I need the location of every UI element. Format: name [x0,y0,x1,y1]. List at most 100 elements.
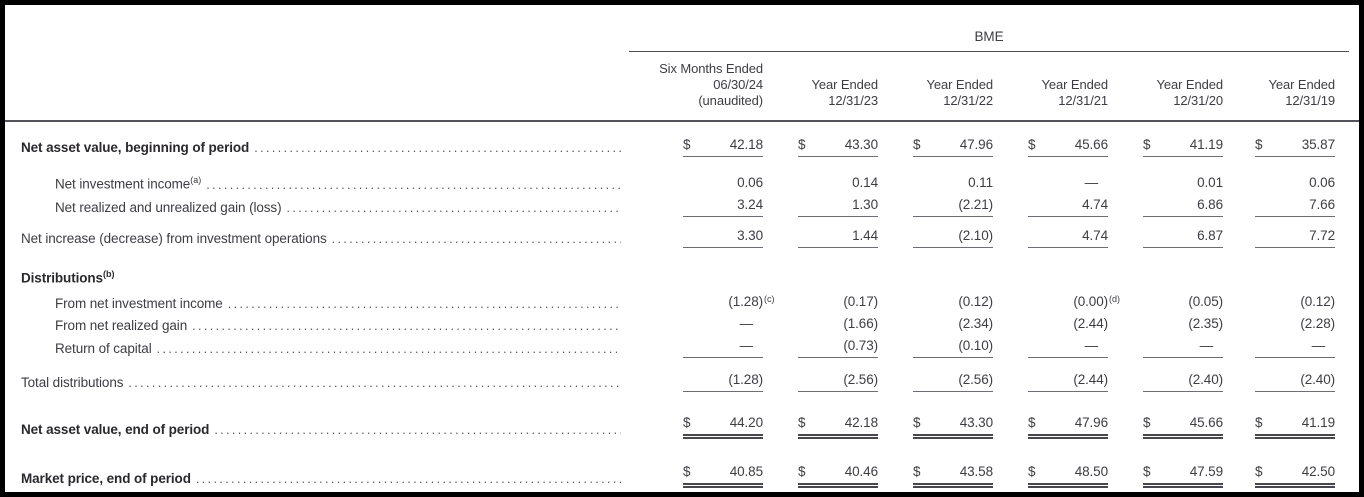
cell-value: (0.10) [958,338,993,353]
row-label-text: Net investment income(a) [55,175,202,192]
dot-leader [332,230,621,248]
table-row: Net asset value, end of period$44.20$42.… [17,414,1349,439]
table-row: Net investment income(a)0.060.140.11—0.0… [17,171,1349,194]
value-cell: 3.24 [629,196,763,217]
row-label-text: Distributions(b) [21,268,115,286]
value-cell: — [993,337,1108,358]
cell-value: 45.66 [1189,415,1223,430]
value-box: 3.24 [683,196,763,217]
value-cell: 0.06 [1223,174,1335,194]
value-box: — [1028,337,1108,358]
column-header: Year Ended 12/31/19 [1223,77,1336,109]
value-box: (1.28) [683,371,763,392]
cell-value: (2.56) [843,372,878,387]
value-box: (0.17) [798,293,878,313]
value-cell: — [993,174,1108,194]
table-row: Return of capital — (0.73) (0.10) — — — [17,337,1349,358]
value-box: $43.30 [913,414,993,439]
cell-value: — [1084,338,1099,353]
value-box: 7.66 [1255,196,1335,217]
dollar-sign: $ [1255,464,1263,479]
cell-value: (0.05) [1188,294,1223,309]
value-cell: (0.12) [878,293,993,313]
table-row: Net asset value, beginning of period $42.… [17,136,1349,157]
cell-value: 3.30 [737,227,763,243]
value-box: $41.19 [1255,414,1335,439]
value-cell: $41.19 [1108,136,1223,157]
value-cell: 7.66 [1223,196,1335,217]
dollar-sign: $ [1028,415,1036,430]
value-box: (2.35) [1143,315,1223,335]
value-cell: $40.46 [763,463,878,488]
value-box: $40.46 [798,463,878,488]
value-cell: (0.10) [878,337,993,358]
value-cell: $42.50 [1223,463,1335,488]
row-cells: 0.06 0.14 0.11 — 0.01 0.06 [629,174,1349,194]
cell-value: (2.44) [1073,372,1108,387]
column-header: Year Ended 12/31/21 [993,77,1109,109]
dollar-sign: $ [913,415,921,430]
value-cell: (1.66) [763,315,878,335]
column-header-line: 12/31/20 [1173,93,1223,108]
value-box: 1.44 [798,227,878,248]
value-cell: (2.10) [878,227,993,248]
value-cell: 7.72 [1223,227,1335,248]
dollar-sign: $ [798,464,806,479]
data-column-region: BME Six Months Ended 06/30/24 (unaudited) Y… [629,29,1349,120]
value-box [683,285,763,287]
value-box: 0.14 [798,174,878,194]
value-box: 4.74 [1028,227,1108,248]
value-cell: 1.30 [763,196,878,217]
table-row: From net investment income (1.28)(c) (0.17… [17,293,1349,313]
row-cells: $44.20 $42.18 $43.30 $47.96 $45.66 $41.19 [629,414,1349,439]
cell-value: — [1084,174,1099,190]
table-row: From net realized gain — (1.66) (2.34) (2.44… [17,315,1349,335]
value-box: (2.44) [1028,315,1108,335]
dot-leader [228,295,621,313]
cell-value: — [1311,338,1326,353]
value-box: (2.40) [1143,371,1223,392]
table-row: Distributions(b) [17,265,1349,288]
value-cell: (1.28) (c) [629,293,774,313]
cell-value: 0.06 [1309,174,1335,190]
value-box: (2.56) [913,371,993,392]
value-box: (2.44) [1028,371,1108,392]
value-box: (0.73) [798,337,878,358]
cell-value: (1.28) [728,372,763,387]
cell-value: 40.46 [844,464,878,479]
dollar-sign: $ [1143,137,1151,152]
column-header: Year Ended 12/31/20 [1108,77,1224,109]
row-label: Net realized and unrealized gain (loss) [17,199,629,217]
footnote-marker: (b) [102,268,115,279]
value-box: (2.21) [913,196,993,217]
table-row: Market price, end of period$40.85$40.46$… [17,463,1349,488]
value-cell: (2.35) [1108,315,1223,335]
dollar-sign: $ [683,415,691,430]
cell-value: (2.40) [1188,372,1223,387]
label-column-spacer [17,29,629,120]
cell-value: (0.12) [1300,294,1335,309]
table-header: BME Six Months Ended 06/30/24 (unaudited) Y… [17,29,1359,120]
column-header-line: 06/30/24 [713,77,763,92]
value-cell [1108,285,1223,287]
column-header: Six Months Ended 06/30/24 (unaudited) [629,61,763,109]
dot-leader [192,317,621,335]
value-cell: $43.30 [763,136,878,157]
cell-value: — [739,316,754,331]
row-label-text: From net realized gain [55,318,188,333]
value-box: $43.30 [798,136,878,157]
value-box: $47.59 [1143,463,1223,488]
column-header-line: 12/31/19 [1285,93,1335,108]
cell-value: 43.30 [959,415,993,430]
header-divider-rule [5,120,1359,122]
value-cell: $47.59 [1108,463,1223,488]
cell-value: (0.17) [843,294,878,309]
value-box [1255,285,1335,287]
cell-value: 41.19 [1301,415,1335,430]
value-box [913,285,993,287]
value-cell: $35.87 [1223,136,1335,157]
value-box: 0.11 [913,174,993,194]
row-label-text: Return of capital [55,341,152,356]
cell-value: 0.14 [852,174,878,190]
value-cell: $40.85 [629,463,763,488]
